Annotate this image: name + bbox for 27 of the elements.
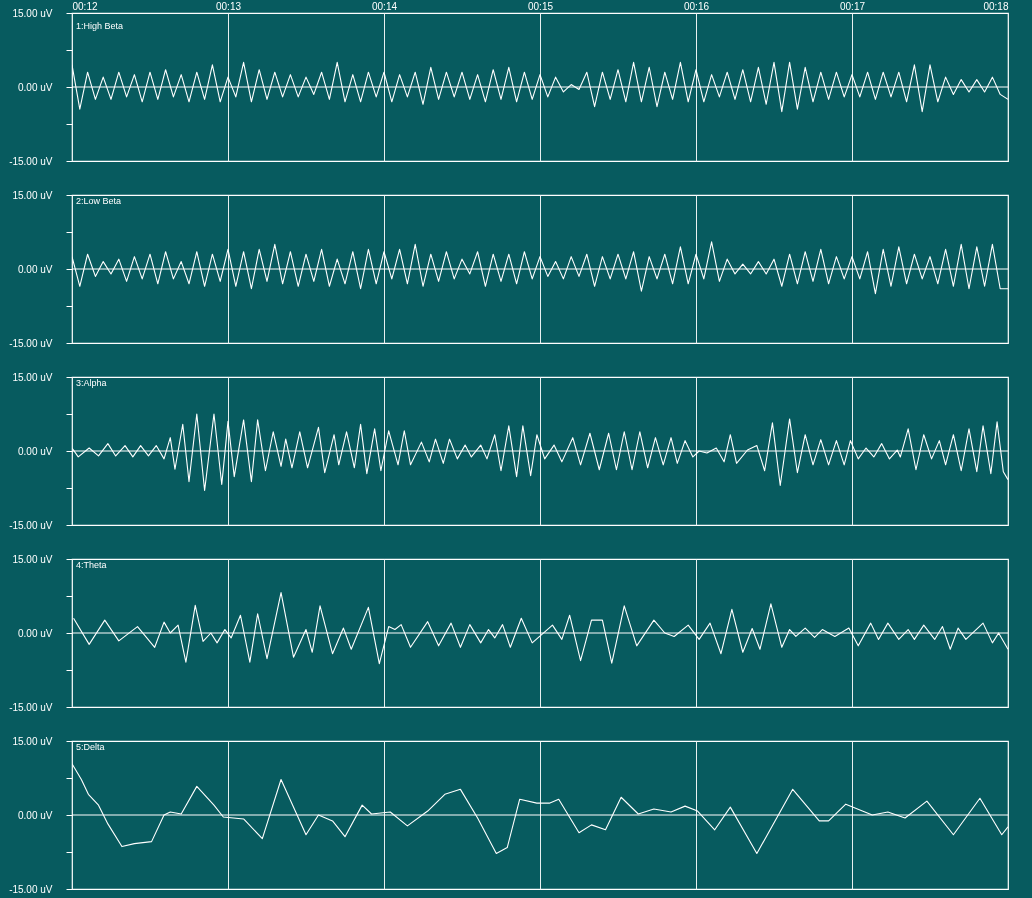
y-tick-label: 15.00 uV (12, 735, 53, 747)
y-tick-label: 15.00 uV (12, 371, 53, 383)
x-tick-label: 00:14 (371, 0, 398, 12)
y-tick-label: 0.00 uV (18, 263, 53, 275)
y-tick-label: 0.00 uV (18, 809, 53, 821)
x-tick-label: 00:12 (72, 0, 98, 12)
chart-title: 2:Low Beta (76, 196, 122, 206)
y-tick-label: 15.00 uV (12, 553, 53, 565)
y-tick-label: -15.00 uV (9, 701, 53, 713)
y-tick-label: -15.00 uV (9, 337, 53, 349)
chart-title: 5:Delta (76, 742, 105, 752)
x-tick-label: 00:16 (683, 0, 710, 12)
y-tick-label: -15.00 uV (9, 155, 53, 167)
y-tick-label: -15.00 uV (9, 883, 53, 895)
y-tick-label: 15.00 uV (12, 189, 53, 201)
chart-title: 3:Alpha (76, 378, 107, 388)
x-tick-label: 00:15 (527, 0, 554, 12)
x-tick-label: 00:18 (983, 0, 1009, 12)
text: 1:High Beta (76, 21, 124, 31)
y-tick-label: -15.00 uV (9, 519, 53, 531)
y-tick-label: 0.00 uV (18, 445, 53, 457)
x-tick-label: 00:17 (839, 0, 866, 12)
y-tick-label: 15.00 uV (12, 7, 53, 19)
y-tick-label: 0.00 uV (18, 81, 53, 93)
y-tick-label: 0.00 uV (18, 627, 53, 639)
chart-title: 4:Theta (76, 560, 107, 570)
x-tick-label: 00:13 (215, 0, 242, 12)
